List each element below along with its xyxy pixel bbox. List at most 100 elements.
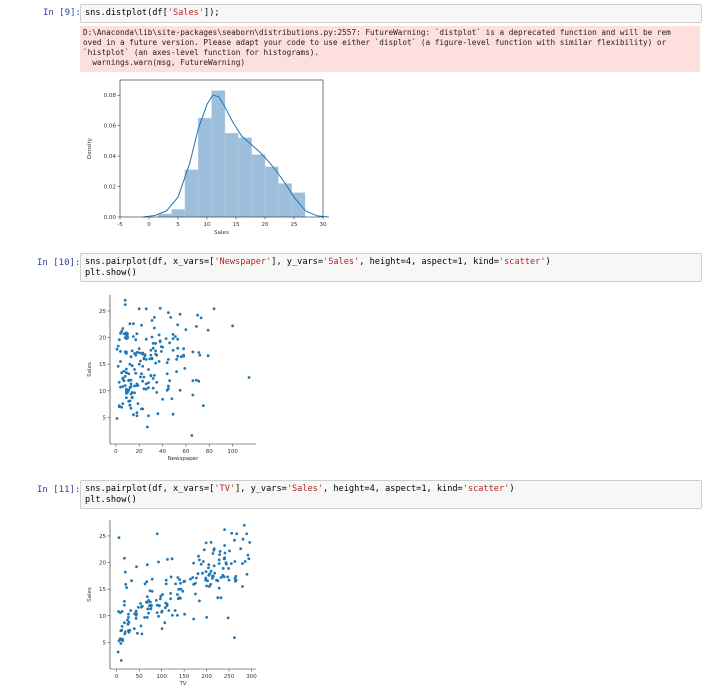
newspaper-scatter-chart: 0 20 40 60 80 100 5 10 15 20 25 Newspaper Sales	[87, 295, 256, 462]
scatter-point	[123, 298, 127, 302]
scatter-point	[217, 558, 221, 562]
scatter-point	[194, 592, 197, 596]
scatter-point	[127, 379, 131, 383]
scatter-point	[169, 316, 173, 319]
scatter-point	[207, 566, 210, 570]
scatter-point	[135, 565, 138, 569]
x-tick-label: 15	[233, 222, 240, 228]
y-tick-label: 20	[99, 561, 106, 567]
kde-line	[143, 94, 329, 218]
scatter-point	[149, 348, 153, 352]
cell-prompt: In [10]:	[37, 258, 81, 268]
scatter-point	[197, 351, 201, 354]
scatter-point	[165, 388, 169, 392]
x-tick-label: 0	[114, 449, 118, 455]
scatter-point	[119, 385, 122, 389]
scatter-point	[183, 367, 187, 370]
x-axis-label: TV	[178, 681, 186, 687]
code-input[interactable]: sns.distplot(df['Sales']);	[80, 4, 702, 23]
scatter-point	[121, 327, 125, 330]
code-input[interactable]: sns.pairplot(df, x_vars=['Newspaper'], y…	[80, 253, 702, 282]
scatter-point	[146, 607, 150, 611]
scatter-point	[125, 389, 128, 393]
scatter-point	[121, 377, 125, 381]
scatter-point	[150, 357, 154, 361]
scatter-point	[147, 381, 150, 385]
scatter-point	[123, 630, 127, 634]
x-tick-label: 30	[320, 222, 327, 228]
scatter-point	[123, 375, 127, 378]
scatter-point	[134, 353, 138, 357]
scatter-point	[154, 599, 158, 602]
scatter-point	[217, 586, 221, 590]
x-tick-label: 40	[159, 449, 166, 455]
scatter-point	[173, 609, 177, 612]
scatter-point	[211, 574, 214, 578]
scatter-point	[209, 583, 213, 586]
code-input[interactable]: sns.pairplot(df, x_vars=['TV'], y_vars='…	[80, 480, 702, 509]
scatter-point	[197, 379, 201, 383]
scatter-point	[127, 616, 130, 619]
scatter-point	[155, 603, 159, 607]
scatter-point	[139, 351, 142, 355]
scatter-point	[115, 417, 119, 420]
scatter-point	[176, 323, 180, 327]
scatter-point	[184, 328, 188, 331]
x-tick-label: 200	[201, 674, 212, 680]
scatter-point	[117, 536, 121, 539]
scatter-point	[234, 578, 238, 582]
y-axis-label: Sales	[87, 587, 93, 602]
scatter-point	[207, 585, 211, 588]
scatter-point	[198, 599, 201, 603]
scatter-point	[158, 597, 162, 601]
scatter-point	[207, 573, 211, 577]
scatter-point	[223, 551, 227, 555]
scatter-point	[221, 567, 225, 570]
scatter-point	[123, 556, 126, 560]
scatter-point	[125, 392, 128, 395]
scatter-point	[196, 313, 199, 317]
scatter-point	[124, 583, 128, 586]
scatter-point	[155, 391, 159, 394]
scatter-point	[221, 573, 225, 577]
scatter-point	[178, 388, 182, 392]
scatter-point	[123, 603, 126, 607]
scatter-point	[160, 350, 163, 353]
scatter-point	[169, 592, 172, 595]
scatter-point	[191, 393, 195, 397]
scatter-point	[199, 316, 203, 320]
x-tick-label: 5	[176, 222, 180, 228]
scatter-point	[132, 335, 135, 338]
scatter-point	[133, 384, 136, 388]
x-tick-label: 50	[136, 674, 143, 680]
scatter-point	[128, 362, 132, 366]
scatter-point	[130, 349, 134, 353]
scatter-point	[168, 379, 171, 383]
scatter-point	[132, 627, 136, 630]
stderr-line: warnings.warn(msg, FutureWarning)	[83, 58, 245, 67]
scatter-point	[179, 596, 182, 600]
y-tick-label: 0.04	[104, 154, 117, 160]
scatter-point	[129, 355, 133, 359]
scatter-point	[149, 353, 153, 357]
scatter-point	[151, 386, 155, 390]
scatter-point	[134, 609, 138, 613]
y-tick-label: 25	[99, 309, 106, 315]
scatter-point	[213, 571, 217, 575]
scatter-point	[219, 576, 223, 579]
scatter-point	[121, 402, 125, 405]
scatter-point	[149, 374, 153, 378]
scatter-point	[167, 384, 170, 388]
scatter-point	[233, 560, 237, 563]
scatter-point	[117, 338, 121, 342]
scatter-point	[125, 332, 128, 336]
scatter-point	[179, 581, 182, 585]
scatter-point	[165, 372, 169, 376]
scatter-point	[123, 336, 127, 339]
scatter-point	[122, 332, 126, 336]
scatter-point	[137, 347, 141, 351]
scatter-point	[164, 582, 168, 586]
scatter-point	[247, 557, 251, 561]
x-axis-label: Sales	[214, 230, 229, 236]
scatter-point	[144, 358, 148, 361]
